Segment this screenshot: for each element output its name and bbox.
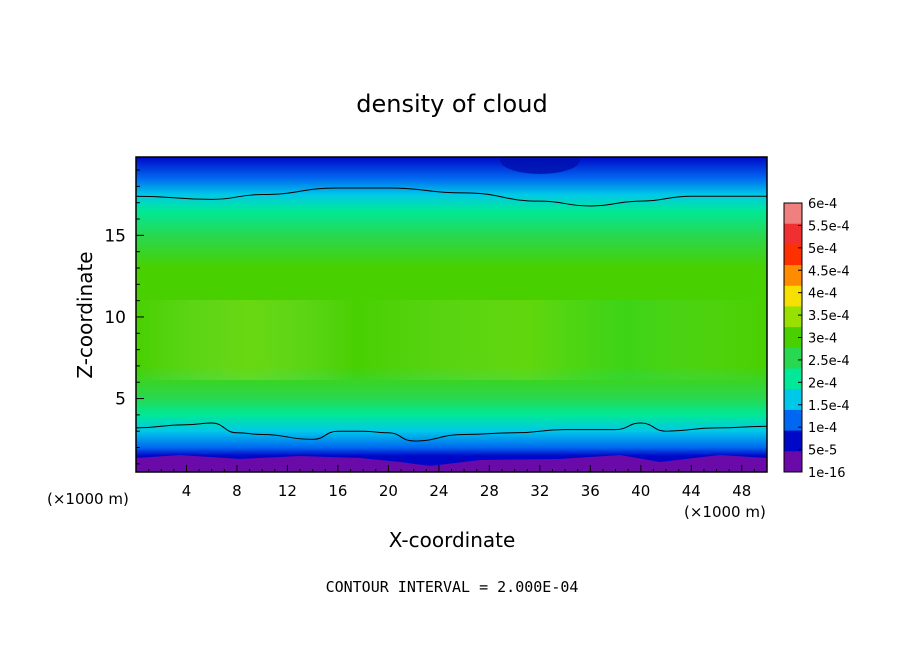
colorbar: 6e-4 5.5e-4 5e-4 4.5e-4 4e-4 3.5e-4 3e-4 2.5e-4… [783, 197, 850, 481]
colorbar-swatch [784, 347, 802, 370]
colorbar-label: 5e-5 [808, 444, 837, 459]
x-axis-label: X-coordinate [389, 528, 516, 552]
y-axis-ticks: 5 10 15 [104, 169, 144, 465]
y-axis-label: Z-coordinate [73, 251, 97, 378]
x-tick-label: 12 [278, 482, 297, 500]
x-axis-unit-right: (×1000 m) [684, 503, 766, 521]
colorbar-swatch [784, 285, 802, 307]
colorbar-label: 3e-4 [808, 332, 837, 347]
colorbar-label: 1.5e-4 [808, 399, 850, 414]
colorbar-swatch [784, 265, 802, 287]
colorbar-swatch [784, 306, 802, 328]
x-tick-label: 36 [581, 482, 600, 500]
x-tick-label: 20 [379, 482, 398, 500]
colorbar-swatch [784, 409, 802, 432]
colorbar-swatch [784, 244, 802, 266]
colorbar-swatch [784, 430, 802, 452]
colorbar-swatch [784, 389, 802, 411]
contour-line-1e-4 [136, 422, 767, 442]
colorbar-label: 2e-4 [808, 376, 837, 391]
contour-line-2e-4 [136, 187, 767, 207]
colorbar-label: 5.5e-4 [808, 219, 850, 234]
x-tick-label: 28 [480, 482, 499, 500]
colorbar-swatch [784, 368, 802, 390]
x-tick-label: 48 [732, 482, 751, 500]
y-tick-label: 15 [104, 226, 126, 246]
x-tick-label: 24 [429, 482, 448, 500]
x-axis-unit-left: (×1000 m) [47, 490, 129, 508]
x-tick-label: 8 [232, 482, 242, 500]
y-tick-label: 5 [115, 390, 126, 410]
y-tick-label: 10 [104, 308, 126, 328]
colorbar-label: 4e-4 [808, 287, 837, 302]
colorbar-swatch [784, 223, 802, 245]
colorbar-label: 6e-4 [808, 197, 837, 212]
colorbar-label: 1e-16 [808, 466, 846, 481]
density-horizontal-variation [136, 300, 767, 380]
x-tick-label: 44 [682, 482, 701, 500]
low-density-pocket [500, 157, 580, 174]
x-tick-label: 32 [530, 482, 549, 500]
surface-low-density-band [136, 455, 767, 472]
colorbar-label: 5e-4 [808, 242, 837, 257]
x-axis-ticks: 4 8 12 16 20 24 28 32 36 40 44 48 [148, 465, 755, 500]
colorbar-label: 3.5e-4 [808, 309, 850, 324]
colorbar-swatch [784, 451, 802, 473]
contour-interval-note: CONTOUR INTERVAL = 2.000E-04 [326, 578, 579, 596]
colorbar-swatch [784, 327, 802, 349]
colorbar-label: 1e-4 [808, 421, 837, 436]
colorbar-swatch [784, 203, 802, 225]
x-tick-label: 16 [328, 482, 347, 500]
colorbar-label: 4.5e-4 [808, 264, 850, 279]
x-tick-label: 40 [631, 482, 650, 500]
colorbar-label: 2.5e-4 [808, 354, 850, 369]
chart-title: density of cloud [356, 90, 547, 118]
x-tick-label: 4 [182, 482, 192, 500]
